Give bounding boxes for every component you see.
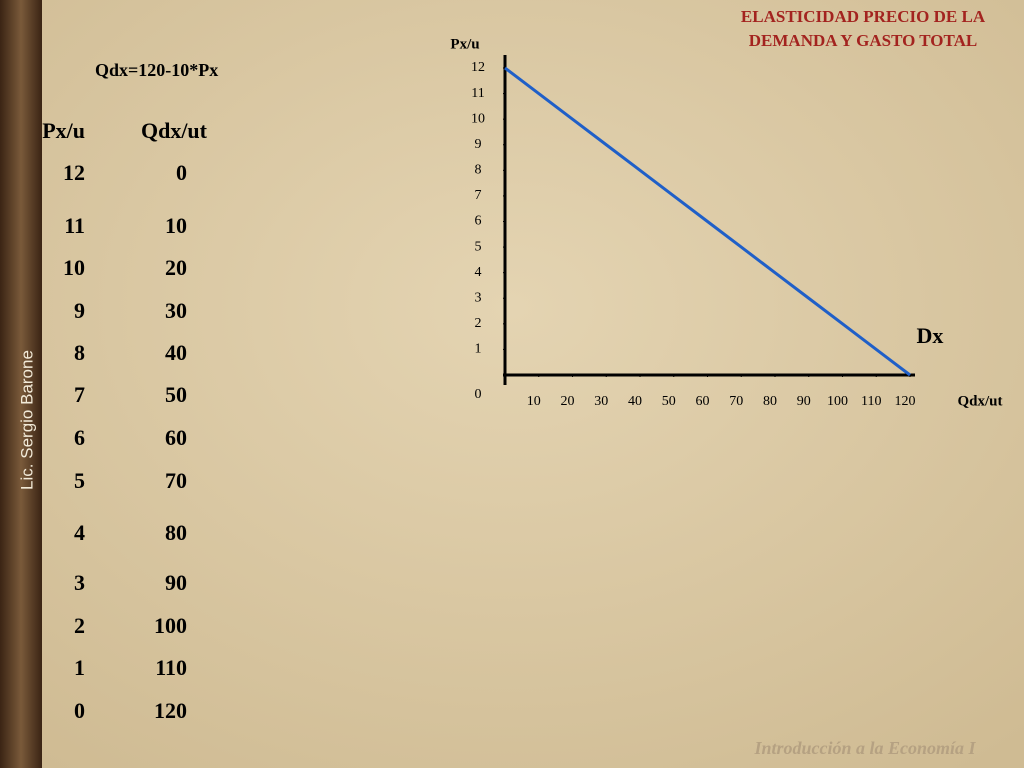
table-cell: 10 xyxy=(165,213,187,238)
x-tick-label: 40 xyxy=(628,394,642,409)
x-tick-label: 70 xyxy=(729,394,743,409)
table-cell: 120 xyxy=(154,698,187,723)
x-axis-label: Qdx/ut xyxy=(957,393,1002,409)
table-cell: 30 xyxy=(165,298,187,323)
table-cell: 5 xyxy=(74,468,85,493)
table-cell: 2 xyxy=(74,613,85,638)
table-cell: 1 xyxy=(74,655,85,680)
table-cell: 10 xyxy=(63,255,85,280)
table-cell: 11 xyxy=(64,213,85,238)
y-tick-label: 4 xyxy=(475,265,482,280)
annotation: Dx xyxy=(917,323,944,348)
table-cell: 20 xyxy=(165,255,187,280)
table-cell: 7 xyxy=(74,382,85,407)
y-tick-label: 7 xyxy=(475,188,482,203)
y-tick-label: 0 xyxy=(475,387,482,402)
table-cell: 9 xyxy=(74,298,85,323)
table-cell: 40 xyxy=(165,340,187,365)
x-tick-label: 90 xyxy=(797,394,811,409)
chart-title: DEMANDA Y GASTO TOTAL xyxy=(749,31,977,50)
x-tick-label: 120 xyxy=(895,394,916,409)
table-header: Qdx/ut xyxy=(141,118,208,143)
chart-title: ELASTICIDAD PRECIO DE LA xyxy=(741,7,986,26)
table-header: Px/u xyxy=(42,118,85,143)
x-tick-label: 60 xyxy=(696,394,710,409)
x-tick-label: 10 xyxy=(527,394,541,409)
table-cell: 50 xyxy=(165,382,187,407)
y-tick-label: 1 xyxy=(475,342,482,357)
x-tick-label: 110 xyxy=(861,394,881,409)
x-tick-label: 100 xyxy=(827,394,848,409)
x-tick-label: 20 xyxy=(561,394,575,409)
demand-line xyxy=(504,66,911,377)
y-tick-label: 5 xyxy=(475,239,482,254)
table-cell: 80 xyxy=(165,520,187,545)
table-cell: 90 xyxy=(165,570,187,595)
y-tick-label: 10 xyxy=(471,111,485,126)
table-cell: 0 xyxy=(176,160,187,185)
table-cell: 6 xyxy=(74,425,85,450)
y-tick-label: 6 xyxy=(475,214,482,229)
table-cell: 60 xyxy=(165,425,187,450)
y-tick-label: 9 xyxy=(475,137,482,152)
x-tick-label: 30 xyxy=(594,394,608,409)
y-tick-label: 11 xyxy=(471,86,484,101)
table-cell: 100 xyxy=(154,613,187,638)
formula: Qdx=120-10*Px xyxy=(95,60,218,80)
y-tick-label: 8 xyxy=(475,163,482,178)
x-tick-label: 80 xyxy=(763,394,777,409)
footer: Introducción a la Economía I xyxy=(753,738,976,758)
side-strip xyxy=(0,0,42,768)
table-cell: 12 xyxy=(63,160,85,185)
table-cell: 70 xyxy=(165,468,187,493)
y-tick-label: 3 xyxy=(475,290,482,305)
y-tick-label: 2 xyxy=(475,316,482,331)
y-axis-label: Px/u xyxy=(450,36,479,52)
table-cell: 3 xyxy=(74,570,85,595)
author: Lic. Sergio Barone xyxy=(17,350,36,490)
table-cell: 8 xyxy=(74,340,85,365)
y-tick-label: 12 xyxy=(471,60,485,75)
table-cell: 0 xyxy=(74,698,85,723)
table-cell: 4 xyxy=(74,520,85,545)
x-tick-label: 50 xyxy=(662,394,676,409)
table-cell: 110 xyxy=(155,655,187,680)
